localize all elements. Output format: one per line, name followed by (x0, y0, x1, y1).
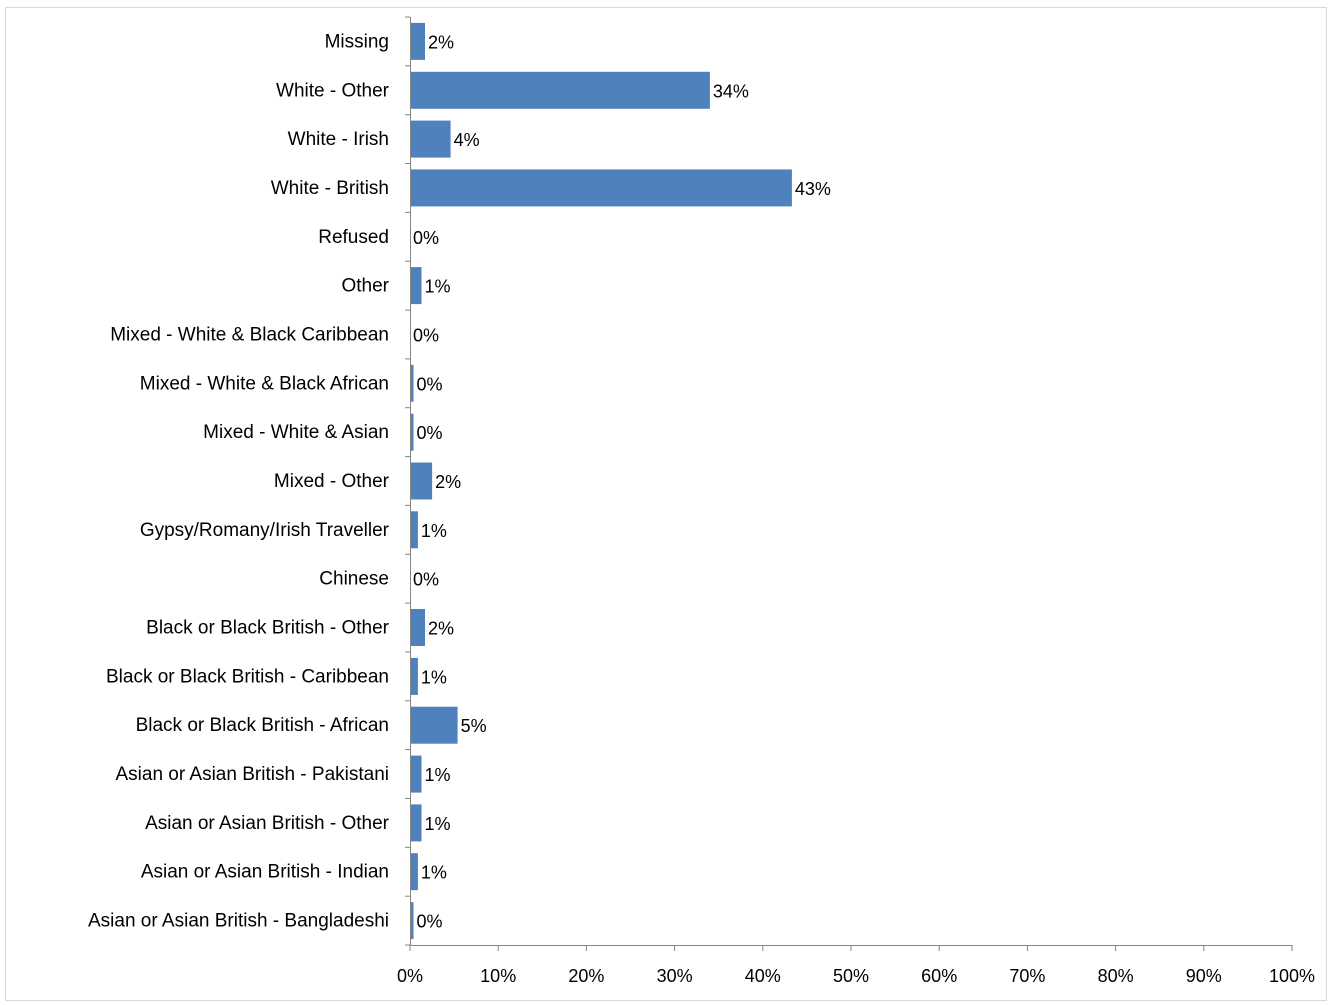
x-tick-label-60: 60% (921, 966, 957, 986)
x-tick-label-0: 0% (397, 966, 423, 986)
data-label-black-or-black-british-african: 5% (461, 716, 487, 736)
bars-layer (410, 22, 792, 940)
category-label-refused: Refused (318, 227, 389, 248)
category-label-chinese: Chinese (319, 569, 389, 590)
data-label-mixed-white-black-african: 0% (417, 374, 443, 394)
data-label-white-british: 43% (795, 179, 831, 199)
category-label-mixed-white-black-caribbean: Mixed - White & Black Caribbean (110, 325, 389, 346)
data-label-chinese: 0% (413, 570, 439, 590)
x-tick-label-70: 70% (1009, 966, 1045, 986)
data-label-mixed-other: 2% (435, 472, 461, 492)
x-tick-label-80: 80% (1098, 966, 1134, 986)
labels-layer: Missing 2% White - Other 34% White - Irish 4%… (88, 31, 1315, 986)
bar-gypsy-romany-irish-traveller (410, 511, 418, 549)
category-label-gypsy-romany-irish-traveller: Gypsy/Romany/Irish Traveller (140, 520, 390, 541)
x-tick-label-20: 20% (568, 966, 604, 986)
bar-asian-or-asian-british-other (410, 804, 422, 842)
data-label-asian-or-asian-british-other: 1% (425, 814, 451, 834)
category-label-asian-or-asian-british-other: Asian or Asian British - Other (145, 813, 390, 834)
data-label-white-other: 34% (713, 81, 749, 101)
data-label-asian-or-asian-british-bangladeshi: 0% (417, 912, 443, 932)
x-tick-label-10: 10% (480, 966, 516, 986)
bar-black-or-black-british-other (410, 609, 425, 646)
category-label-mixed-other: Mixed - Other (274, 471, 390, 492)
bar-mixed-white-black-african (410, 364, 414, 402)
data-label-asian-or-asian-british-pakistani: 1% (425, 765, 451, 785)
data-label-gypsy-romany-irish-traveller: 1% (421, 521, 447, 541)
category-label-mixed-white-asian: Mixed - White & Asian (203, 422, 389, 443)
category-label-white-irish: White - Irish (288, 129, 389, 150)
category-label-mixed-white-black-african: Mixed - White & Black African (140, 373, 389, 394)
category-label-black-or-black-british-caribbean: Black or Black British - Caribbean (106, 666, 389, 687)
x-tick-label-50: 50% (833, 966, 869, 986)
bar-white-irish (410, 120, 451, 158)
category-label-white-other: White - Other (276, 80, 390, 101)
bar-other (410, 267, 422, 305)
x-tick-label-40: 40% (745, 966, 781, 986)
data-label-refused: 0% (413, 228, 439, 248)
bar-white-other (410, 71, 710, 109)
data-label-black-or-black-british-other: 2% (428, 619, 454, 639)
bar-white-british (410, 169, 792, 207)
data-label-white-irish: 4% (454, 130, 480, 150)
data-label-mixed-white-black-caribbean: 0% (413, 326, 439, 346)
data-label-other: 1% (425, 277, 451, 297)
bar-black-or-black-british-caribbean (410, 657, 418, 695)
category-label-missing: Missing (325, 31, 389, 52)
bar-asian-or-asian-british-pakistani (410, 755, 422, 793)
bar-asian-or-asian-british-bangladeshi (410, 902, 414, 940)
category-label-asian-or-asian-british-pakistani: Asian or Asian British - Pakistani (115, 764, 389, 785)
bar-black-or-black-british-african (410, 706, 458, 744)
category-label-asian-or-asian-british-bangladeshi: Asian or Asian British - Bangladeshi (88, 911, 389, 932)
axes-layer (405, 16, 1293, 951)
bar-missing (410, 22, 425, 60)
category-label-black-or-black-british-other: Black or Black British - Other (146, 618, 390, 639)
category-label-black-or-black-british-african: Black or Black British - African (136, 715, 389, 736)
data-label-missing: 2% (428, 32, 454, 52)
bar-asian-or-asian-british-indian (410, 853, 418, 891)
bar-mixed-other (410, 462, 433, 500)
data-label-mixed-white-asian: 0% (417, 423, 443, 443)
category-label-other: Other (341, 276, 389, 297)
x-tick-label-100: 100% (1269, 966, 1315, 986)
category-label-white-british: White - British (271, 178, 389, 199)
bar-mixed-white-asian (410, 413, 414, 451)
data-label-asian-or-asian-british-indian: 1% (421, 863, 447, 883)
data-label-black-or-black-british-caribbean: 1% (421, 667, 447, 687)
x-tick-label-90: 90% (1186, 966, 1222, 986)
category-label-asian-or-asian-british-indian: Asian or Asian British - Indian (141, 862, 389, 883)
x-tick-label-30: 30% (657, 966, 693, 986)
